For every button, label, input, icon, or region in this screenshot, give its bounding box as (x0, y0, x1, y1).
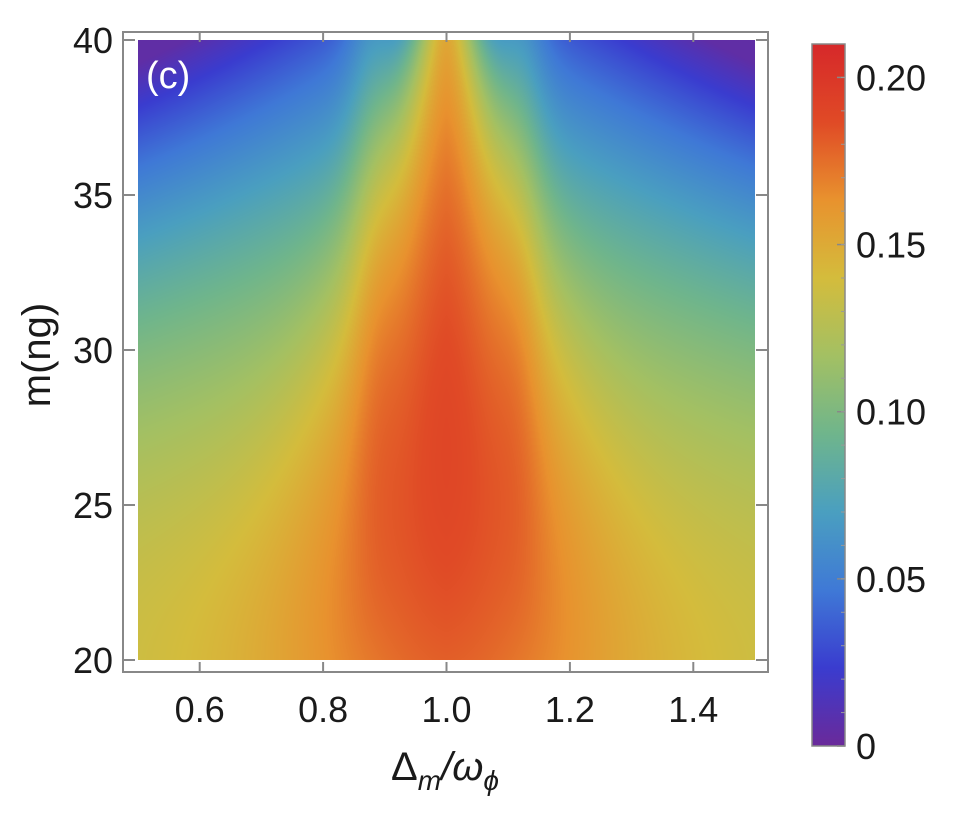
x-tick-label: 0.6 (175, 689, 225, 730)
colorbar-tick-label: 0.05 (856, 559, 926, 600)
x-label-sub2: ϕ (483, 765, 499, 796)
x-axis-label: Δm/ωϕ (391, 745, 499, 796)
x-label-sep: /ω (438, 745, 483, 789)
x-label-sub1: m (418, 765, 441, 796)
y-axis: 20 25 30 35 40 (73, 20, 768, 681)
y-tick-label: 30 (73, 330, 113, 371)
colorbar-tick-label: 0.20 (856, 57, 926, 98)
y-tick-label: 20 (73, 640, 113, 681)
colorbar-tick-label: 0 (856, 726, 876, 767)
x-tick-label: 1.2 (545, 689, 595, 730)
panel-label: (c) (146, 55, 190, 97)
colorbar-tick-label: 0.15 (856, 225, 926, 266)
colorbar-ticks: 0 0.05 0.10 0.15 0.20 (837, 57, 926, 767)
x-tick-label: 1.0 (421, 689, 471, 730)
x-tick-label: 1.4 (668, 689, 718, 730)
y-tick-label: 40 (73, 20, 113, 61)
colorbar-tick-label: 0.10 (856, 392, 926, 433)
y-tick-label: 35 (73, 175, 113, 216)
y-axis-label: m(ng) (15, 303, 59, 407)
colorbar (811, 43, 846, 747)
x-tick-label: 0.8 (298, 689, 348, 730)
x-axis: 0.6 0.8 1.0 1.2 1.4 (175, 32, 718, 730)
heatmap-area (138, 40, 755, 660)
y-tick-label: 25 (73, 485, 113, 526)
x-label-main: Δ (391, 745, 418, 789)
